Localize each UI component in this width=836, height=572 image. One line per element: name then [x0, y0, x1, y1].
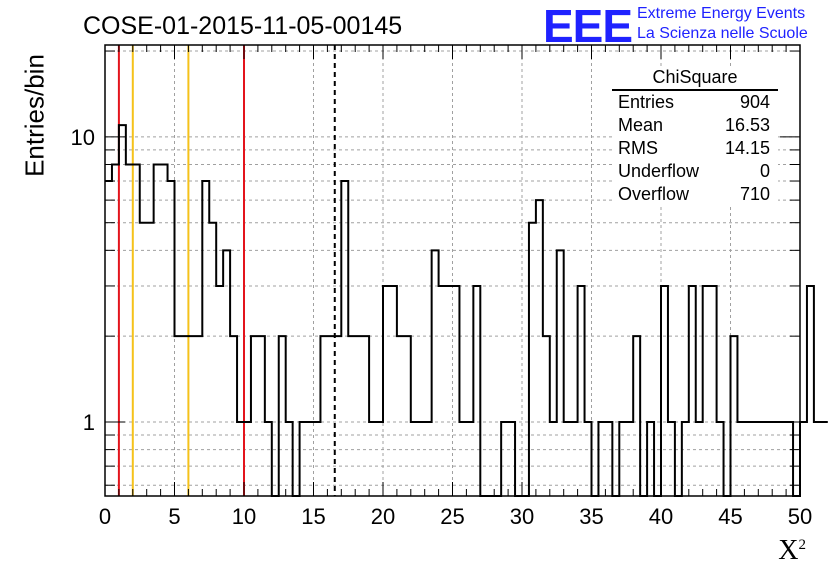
histogram-bin	[126, 164, 133, 496]
histogram-bin	[543, 336, 550, 496]
histogram-bin	[147, 223, 154, 496]
stats-value: 904	[739, 92, 770, 112]
stats-value: 14.15	[724, 138, 770, 158]
histogram-bin	[633, 336, 640, 496]
histogram-bin	[251, 336, 258, 496]
histogram-bin	[821, 422, 828, 496]
stats-row-mean: Mean 16.53	[612, 114, 778, 137]
eee-logo: EEE	[543, 0, 633, 52]
histogram-outline	[105, 124, 828, 497]
histogram-bin	[320, 336, 327, 496]
x-tick-label: 5	[168, 504, 180, 529]
histogram-bin	[112, 164, 119, 496]
histogram-bin	[578, 286, 585, 496]
x-tick-label: 20	[371, 504, 395, 529]
histogram-bin	[140, 223, 147, 496]
histogram-bin	[341, 181, 348, 496]
stats-label: RMS	[618, 138, 658, 158]
y-tick-label: 1	[83, 410, 95, 435]
tick-labels-layer: 0 5 10 15 20 25 30 35 40 45 50 1 10	[71, 125, 813, 529]
logo-line-2: La Scienza nelle Scuole	[637, 25, 808, 42]
histogram-bin	[181, 336, 188, 496]
histogram-bin	[209, 223, 216, 496]
histogram-bin	[362, 336, 369, 496]
histogram-bin	[258, 336, 265, 496]
stats-row-underflow: Underflow 0	[612, 160, 778, 183]
histogram-bin	[703, 286, 710, 496]
histogram-bin	[161, 164, 168, 496]
x-tick-label: 40	[649, 504, 673, 529]
stats-value: 710	[739, 184, 770, 204]
x-tick-label: 10	[232, 504, 256, 529]
histogram-bin	[453, 286, 460, 496]
histogram-bin	[202, 181, 209, 496]
histogram-bin	[731, 336, 738, 496]
x-tick-label: 50	[788, 504, 812, 529]
stats-row-rms: RMS 14.15	[612, 137, 778, 160]
histogram-bin	[473, 286, 480, 496]
stats-title: ChiSquare	[612, 66, 778, 91]
histogram-bin	[168, 181, 175, 496]
x-tick-label: 30	[510, 504, 534, 529]
x-axis-label-superscript: 2	[798, 537, 807, 553]
logo-line-1: Extreme Energy Events	[637, 5, 806, 22]
stats-label: Mean	[618, 115, 664, 135]
histogram-bin	[195, 336, 202, 496]
x-axis-label-base: X	[778, 535, 799, 566]
histogram-bin	[529, 223, 536, 496]
histogram-bin	[348, 336, 355, 496]
histogram-bin	[175, 336, 182, 496]
stats-value: 0	[759, 161, 770, 181]
x-axis-label: X2	[778, 535, 806, 567]
histogram-bin	[536, 200, 543, 496]
histogram-bin	[230, 336, 237, 496]
histogram-bin	[807, 286, 814, 496]
histogram-bin	[133, 164, 140, 496]
x-tick-label: 35	[579, 504, 603, 529]
stats-value: 16.53	[724, 115, 770, 135]
histogram-bin	[223, 250, 230, 496]
x-tick-label: 0	[99, 504, 111, 529]
histogram-bin	[432, 250, 439, 496]
stats-label: Overflow	[618, 184, 690, 204]
histogram-bin	[383, 286, 390, 496]
histogram-bin	[710, 286, 717, 496]
y-axis-label: Entries/bin	[19, 54, 50, 177]
histogram-bin	[397, 336, 404, 496]
x-tick-label: 25	[440, 504, 464, 529]
histogram-bin	[188, 336, 195, 496]
histogram-bin	[390, 286, 397, 496]
histogram-bin	[689, 286, 696, 496]
histogram-bin	[327, 336, 334, 496]
histogram-bin	[105, 181, 112, 496]
histogram-bin	[814, 422, 821, 496]
histogram-bin	[661, 286, 668, 496]
histogram-layer	[105, 124, 828, 497]
stats-label: Entries	[618, 92, 675, 112]
chart-title: COSE-01-2015-11-05-00145	[83, 12, 403, 40]
stats-row-overflow: Overflow 710	[612, 183, 778, 206]
y-tick-label: 10	[71, 125, 95, 150]
histogram-bin	[446, 286, 453, 496]
stats-row-entries: Entries 904	[612, 91, 778, 114]
stats-box: ChiSquare Entries 904 Mean 16.53 RMS 14.15 …	[612, 66, 778, 206]
x-tick-label: 45	[718, 504, 742, 529]
histogram-bin	[355, 336, 362, 496]
axes-layer	[104, 44, 801, 497]
histogram-bin	[216, 286, 223, 496]
histogram-bin	[279, 336, 286, 496]
marker-lines-layer	[117, 45, 336, 496]
histogram-bin	[404, 336, 411, 496]
histogram-bin	[154, 164, 161, 496]
stats-label: Underflow	[618, 161, 700, 181]
x-tick-label: 15	[301, 504, 325, 529]
histogram-bin	[439, 286, 446, 496]
histogram-bin	[557, 250, 564, 496]
histogram-bin	[800, 422, 807, 496]
